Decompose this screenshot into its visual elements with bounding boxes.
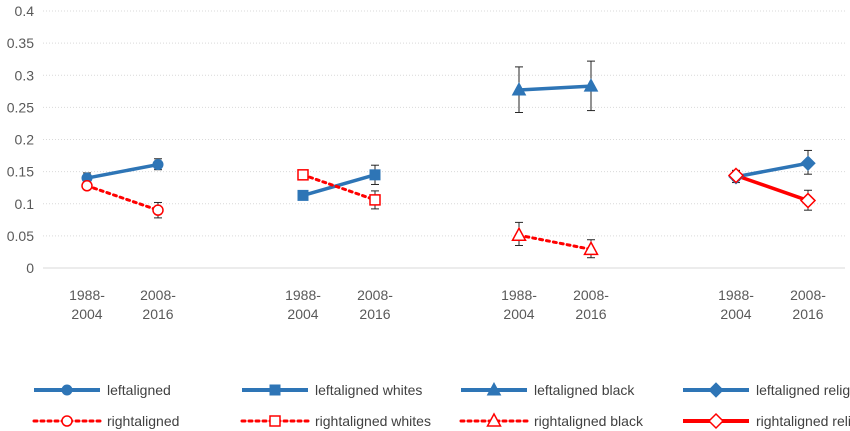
x-tick-label: 1988- xyxy=(69,287,105,303)
legend-marker xyxy=(269,384,281,396)
legend-marker xyxy=(707,412,725,430)
series-line xyxy=(735,161,809,179)
x-tick-label: 2008- xyxy=(790,287,826,303)
legend-marker xyxy=(486,381,502,396)
data-point xyxy=(800,155,816,171)
legend-item: leftaligned black xyxy=(461,381,635,398)
series-line xyxy=(85,184,160,212)
series-lines xyxy=(85,84,809,251)
x-tick-label: 2004 xyxy=(503,306,534,322)
y-tick-label: 0.2 xyxy=(15,132,35,148)
data-point xyxy=(511,226,527,241)
x-tick-label: 2004 xyxy=(720,306,751,322)
legend-item: leftaligned relig xyxy=(683,382,850,398)
legend-label: rightaligned xyxy=(107,413,179,429)
legend-label: leftaligned whites xyxy=(315,382,422,398)
x-tick-label: 1988- xyxy=(718,287,754,303)
grid xyxy=(43,10,845,269)
x-tick-label: 2004 xyxy=(71,306,102,322)
legend-marker xyxy=(61,384,73,396)
y-tick-label: 0.05 xyxy=(7,228,34,244)
x-tick-label: 2016 xyxy=(792,306,823,322)
legend-item: rightaligned whites xyxy=(240,413,431,429)
x-tick-label: 2008- xyxy=(140,287,176,303)
x-axis-tick-labels: 1988- 2004 2008- 2016 1988- 2004 2008- 2016 1988… xyxy=(69,287,826,322)
data-point xyxy=(583,78,599,92)
series-line xyxy=(735,173,809,203)
series-line xyxy=(86,162,159,180)
x-tick-label: 2016 xyxy=(575,306,606,322)
y-tick-label: 0.4 xyxy=(15,3,35,19)
y-tick-label: 0.3 xyxy=(15,67,35,83)
data-point xyxy=(152,159,164,171)
legend-item: leftaligned xyxy=(34,382,171,398)
y-tick-label: 0.1 xyxy=(15,196,35,212)
x-tick-label: 2004 xyxy=(287,306,318,322)
legend-label: leftaligned relig xyxy=(756,382,850,398)
data-point xyxy=(297,169,309,181)
series-markers xyxy=(81,78,817,256)
legend-item: rightaligned relig xyxy=(683,412,850,430)
data-point xyxy=(583,240,599,256)
series-line xyxy=(302,173,376,198)
legend-marker xyxy=(486,412,502,427)
legend-label: rightaligned relig xyxy=(756,413,850,429)
legend-marker xyxy=(269,415,281,427)
x-tick-label: 2016 xyxy=(142,306,173,322)
legend-item: rightaligned black xyxy=(459,412,644,429)
data-point xyxy=(369,169,381,181)
legend-label: rightaligned black xyxy=(534,413,644,429)
legend-item: rightaligned xyxy=(32,413,179,429)
y-tick-label: 0.15 xyxy=(7,164,34,180)
x-tick-label: 1988- xyxy=(285,287,321,303)
y-tick-label: 0.35 xyxy=(7,35,34,51)
data-point xyxy=(152,204,164,216)
legend: leftaligned leftaligned whites leftaligned… xyxy=(32,381,850,430)
legend-label: leftaligned black xyxy=(534,382,635,398)
legend-label: leftaligned xyxy=(107,382,171,398)
data-point xyxy=(81,180,93,192)
data-point xyxy=(511,81,527,96)
error-bars xyxy=(83,60,812,259)
series-line xyxy=(517,233,593,251)
data-point xyxy=(799,192,817,209)
legend-item: leftaligned whites xyxy=(242,382,422,398)
x-tick-label: 1988- xyxy=(501,287,537,303)
legend-marker xyxy=(61,415,73,427)
data-point xyxy=(297,189,309,201)
data-point xyxy=(369,194,381,206)
legend-label: rightaligned whites xyxy=(315,413,431,429)
series-line xyxy=(518,84,592,92)
series-line xyxy=(301,173,377,202)
legend-marker xyxy=(708,382,724,398)
x-tick-label: 2008- xyxy=(573,287,609,303)
y-tick-label: 0.25 xyxy=(7,99,34,115)
x-tick-label: 2016 xyxy=(359,306,390,322)
y-axis-tick-labels: 0 0.05 0.1 0.15 0.2 0.25 0.3 0.35 0.4 xyxy=(7,3,34,276)
data-point xyxy=(727,167,745,184)
y-tick-label: 0 xyxy=(26,260,34,276)
x-tick-label: 2008- xyxy=(357,287,393,303)
